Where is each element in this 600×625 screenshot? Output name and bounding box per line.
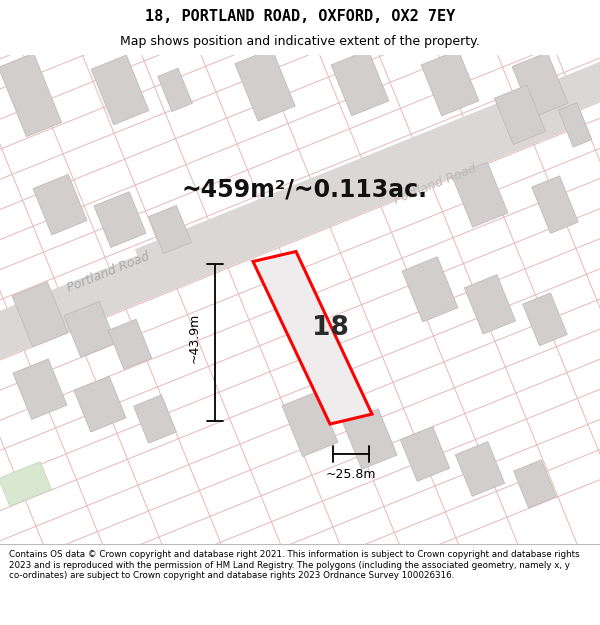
Polygon shape: [149, 206, 191, 254]
Text: Portland Road: Portland Road: [65, 250, 151, 295]
Polygon shape: [33, 174, 87, 235]
Polygon shape: [74, 376, 126, 432]
Text: ~25.8m: ~25.8m: [326, 468, 376, 481]
Polygon shape: [135, 25, 600, 284]
Polygon shape: [421, 50, 479, 116]
Text: Map shows position and indicative extent of the property.: Map shows position and indicative extent…: [120, 35, 480, 48]
Polygon shape: [0, 53, 62, 137]
Polygon shape: [494, 85, 545, 144]
Text: ~43.9m: ~43.9m: [188, 312, 201, 363]
Polygon shape: [158, 68, 193, 112]
Polygon shape: [532, 176, 578, 233]
Polygon shape: [64, 301, 116, 358]
Polygon shape: [13, 359, 67, 419]
Polygon shape: [400, 427, 449, 481]
Polygon shape: [464, 275, 515, 334]
Polygon shape: [108, 319, 152, 369]
Polygon shape: [452, 162, 508, 227]
Polygon shape: [0, 462, 52, 506]
Polygon shape: [134, 395, 176, 443]
Polygon shape: [343, 409, 397, 469]
Polygon shape: [253, 251, 372, 424]
Polygon shape: [331, 50, 389, 116]
Polygon shape: [282, 391, 338, 457]
Text: 18, PORTLAND ROAD, OXFORD, OX2 7EY: 18, PORTLAND ROAD, OXFORD, OX2 7EY: [145, 9, 455, 24]
Polygon shape: [0, 84, 580, 425]
Polygon shape: [235, 49, 295, 121]
Polygon shape: [523, 293, 568, 346]
Text: Contains OS data © Crown copyright and database right 2021. This information is : Contains OS data © Crown copyright and d…: [9, 550, 580, 580]
Polygon shape: [514, 460, 556, 508]
Text: 18: 18: [313, 315, 349, 341]
Polygon shape: [12, 282, 68, 347]
Text: ~459m²/~0.113ac.: ~459m²/~0.113ac.: [182, 177, 428, 202]
Polygon shape: [512, 52, 568, 118]
Polygon shape: [558, 102, 592, 147]
Polygon shape: [402, 257, 458, 322]
Polygon shape: [94, 192, 146, 248]
Text: Portland Road: Portland Road: [392, 162, 478, 207]
Polygon shape: [455, 442, 505, 496]
Polygon shape: [91, 55, 149, 125]
